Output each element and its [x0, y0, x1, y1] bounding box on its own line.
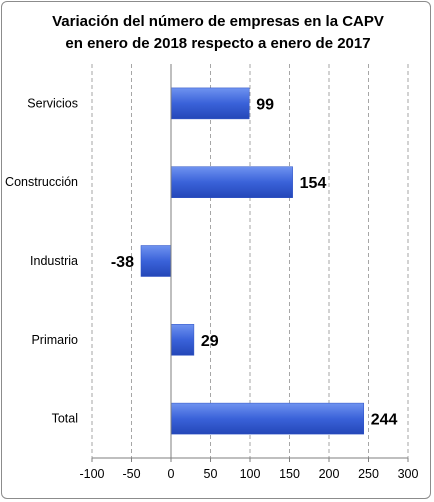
category-label: Servicios	[27, 96, 78, 110]
bar	[170, 166, 293, 198]
x-tick-label: 300	[398, 467, 419, 481]
bar	[140, 245, 172, 277]
data-label: 99	[256, 96, 274, 113]
bar	[170, 402, 365, 435]
bars	[140, 87, 365, 435]
bar	[170, 324, 195, 356]
x-tick-label: 150	[279, 467, 300, 481]
chart-title-line-1: Variación del número de empresas en la C…	[52, 13, 384, 30]
bar	[170, 87, 250, 120]
labels: -100 -50 0 50 100 150 200 250 300 Servicios 99 Cons…	[5, 96, 418, 481]
data-label: -38	[111, 254, 134, 271]
category-label: Industria	[30, 254, 78, 268]
chart-title-line-2: en enero de 2018 respecto a enero de 201…	[65, 35, 370, 52]
category-label: Total	[52, 412, 78, 426]
x-tick-label: 100	[240, 467, 261, 481]
data-label: 29	[201, 333, 219, 350]
axes	[91, 64, 409, 462]
data-label: 154	[300, 175, 327, 192]
x-tick-label: 50	[204, 467, 218, 481]
x-tick-label: 250	[358, 467, 379, 481]
x-tick-label: 0	[168, 467, 175, 481]
x-tick-label: -50	[122, 467, 140, 481]
x-tick-label: 200	[319, 467, 340, 481]
gridlines	[91, 64, 409, 458]
category-label: Construcción	[5, 175, 78, 189]
data-label: 244	[371, 412, 398, 429]
category-label: Primario	[31, 333, 78, 347]
x-tick-label: -100	[79, 467, 104, 481]
